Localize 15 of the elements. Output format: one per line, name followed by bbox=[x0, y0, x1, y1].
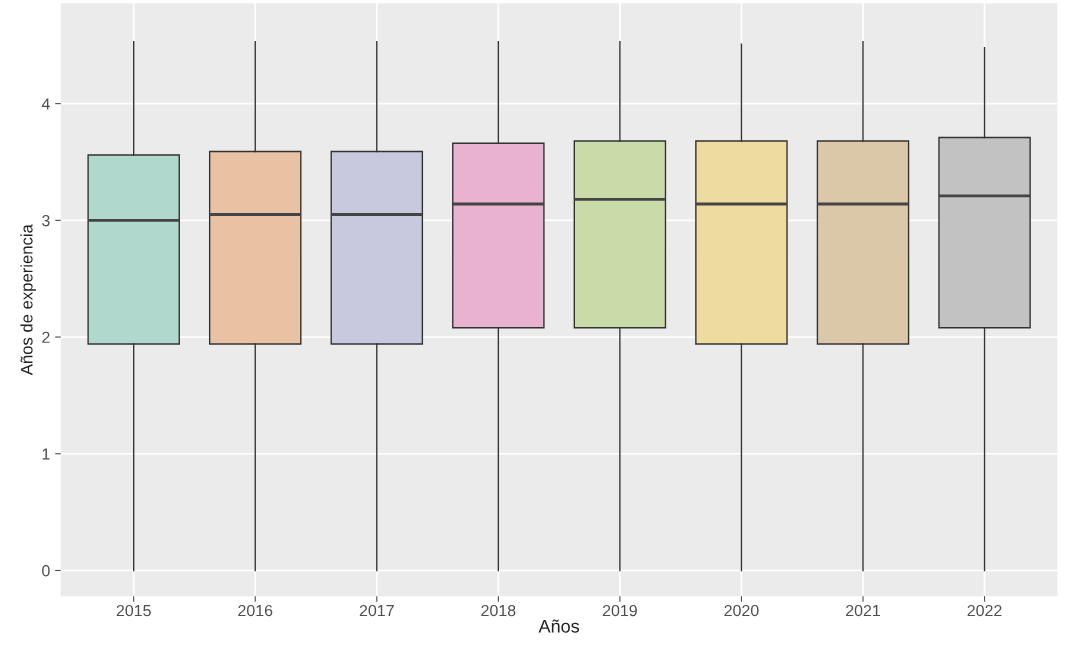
y-tick-label: 2 bbox=[42, 331, 50, 343]
x-tick-label: 2019 bbox=[602, 604, 637, 617]
y-tick-label: 4 bbox=[41, 98, 50, 110]
x-tick-label: 2021 bbox=[846, 604, 880, 617]
y-tick-label: 3 bbox=[42, 214, 50, 227]
y-axis-title: Años de experiencia bbox=[20, 224, 36, 376]
x-axis-title: Años bbox=[538, 619, 580, 633]
x-tick-label: 2016 bbox=[238, 604, 273, 617]
y-tick-label: 1 bbox=[42, 448, 50, 460]
x-tick-label: 2020 bbox=[724, 604, 759, 617]
x-tick-label: 2022 bbox=[967, 604, 1002, 617]
y-tick-label: 0 bbox=[42, 565, 50, 577]
x-tick-label: 2015 bbox=[116, 604, 151, 617]
x-tick-label: 2017 bbox=[359, 604, 394, 617]
x-tick-label: 2018 bbox=[481, 604, 516, 617]
